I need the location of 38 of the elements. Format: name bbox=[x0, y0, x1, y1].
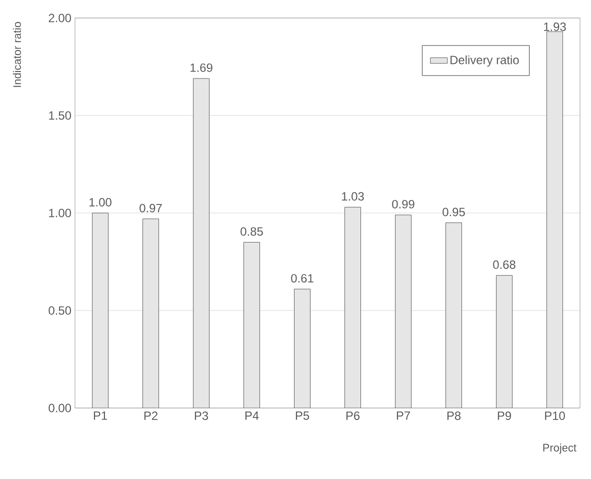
bar bbox=[244, 242, 260, 408]
data-label: 1.69 bbox=[190, 63, 212, 72]
legend-label: Delivery ratio bbox=[450, 55, 519, 67]
y-axis-title: Indicator ratio bbox=[12, 22, 21, 87]
bar bbox=[142, 218, 159, 408]
x-tick-label: P8 bbox=[447, 412, 461, 420]
x-tick-label: P1 bbox=[94, 412, 107, 420]
bar bbox=[344, 206, 361, 408]
bar bbox=[395, 214, 412, 408]
bar bbox=[294, 288, 310, 408]
y-tick-label: 0.00 bbox=[48, 404, 72, 412]
bar bbox=[92, 212, 108, 408]
bar bbox=[546, 31, 563, 408]
data-label: 0.95 bbox=[442, 208, 465, 216]
x-tick-label: P6 bbox=[346, 412, 360, 420]
data-label: 0.99 bbox=[392, 200, 414, 208]
data-label: 0.97 bbox=[140, 204, 162, 212]
data-label: 0.61 bbox=[291, 274, 314, 283]
data-label: 0.85 bbox=[240, 227, 263, 236]
bar bbox=[496, 275, 512, 408]
x-tick-label: P3 bbox=[194, 412, 208, 420]
y-tick-label: 1.50 bbox=[49, 111, 72, 120]
x-tick-label: P2 bbox=[144, 412, 158, 420]
data-label: 0.68 bbox=[493, 260, 516, 269]
x-axis-title: Project bbox=[543, 444, 576, 454]
x-tick-label: P7 bbox=[396, 412, 410, 420]
y-tick-label: 2.00 bbox=[48, 14, 72, 22]
y-tick-label: 1.00 bbox=[49, 208, 72, 218]
bar bbox=[446, 222, 462, 408]
bar bbox=[193, 78, 210, 408]
y-tick-label: 0.50 bbox=[48, 306, 72, 315]
x-tick-label: P9 bbox=[498, 412, 511, 420]
x-tick-label: P10 bbox=[545, 412, 565, 420]
x-tick-label: P5 bbox=[296, 412, 310, 420]
data-label: 1.93 bbox=[544, 22, 566, 31]
data-label: 1.03 bbox=[342, 192, 364, 201]
x-tick-label: P4 bbox=[245, 412, 259, 420]
data-label: 1.00 bbox=[90, 198, 112, 206]
